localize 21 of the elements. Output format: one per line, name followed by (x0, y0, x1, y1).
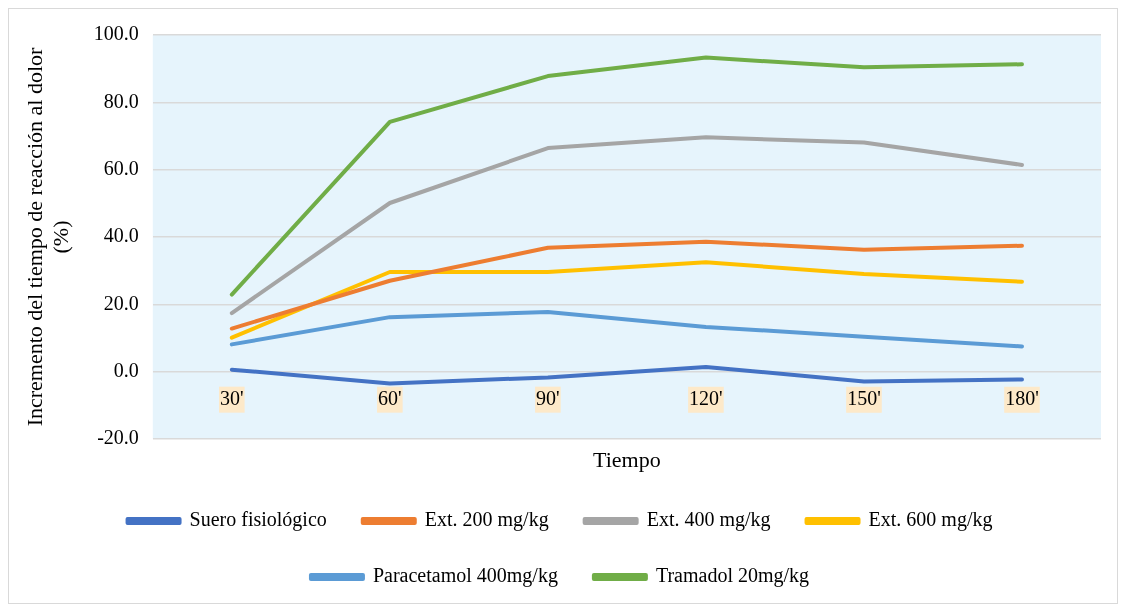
y-tick-label: 0.0 (113, 358, 139, 381)
x-tick-label: 90' (536, 386, 560, 409)
legend-label: Ext. 400 mg/kg (646, 508, 771, 532)
y-tick-label: -20.0 (97, 426, 139, 449)
legend-label: Ext. 200 mg/kg (424, 508, 549, 532)
x-tick-label: 120' (689, 386, 723, 409)
y-tick-label: 100.0 (93, 22, 139, 45)
y-tick-label: 20.0 (103, 291, 139, 314)
legend-label: Suero fisiológico (189, 508, 327, 532)
legend-label: Paracetamol 400mg/kg (372, 564, 558, 588)
y-tick-label: 80.0 (103, 89, 139, 112)
x-tick-label: 60' (378, 386, 402, 409)
x-axis-title: Tiempo (593, 446, 661, 472)
y-tick-label: 40.0 (103, 224, 139, 247)
x-tick-label: 150' (847, 386, 881, 409)
legend-label: Tramadol 20mg/kg (655, 564, 810, 588)
legend-label: Ext. 600 mg/kg (868, 508, 993, 532)
x-tick-label: 180' (1005, 386, 1039, 409)
y-axis-title: Incremento del tiempo de reacción al dolor (%) (21, 46, 74, 427)
x-tick-label: 30' (220, 386, 244, 409)
y-tick-label: 60.0 (103, 156, 139, 179)
